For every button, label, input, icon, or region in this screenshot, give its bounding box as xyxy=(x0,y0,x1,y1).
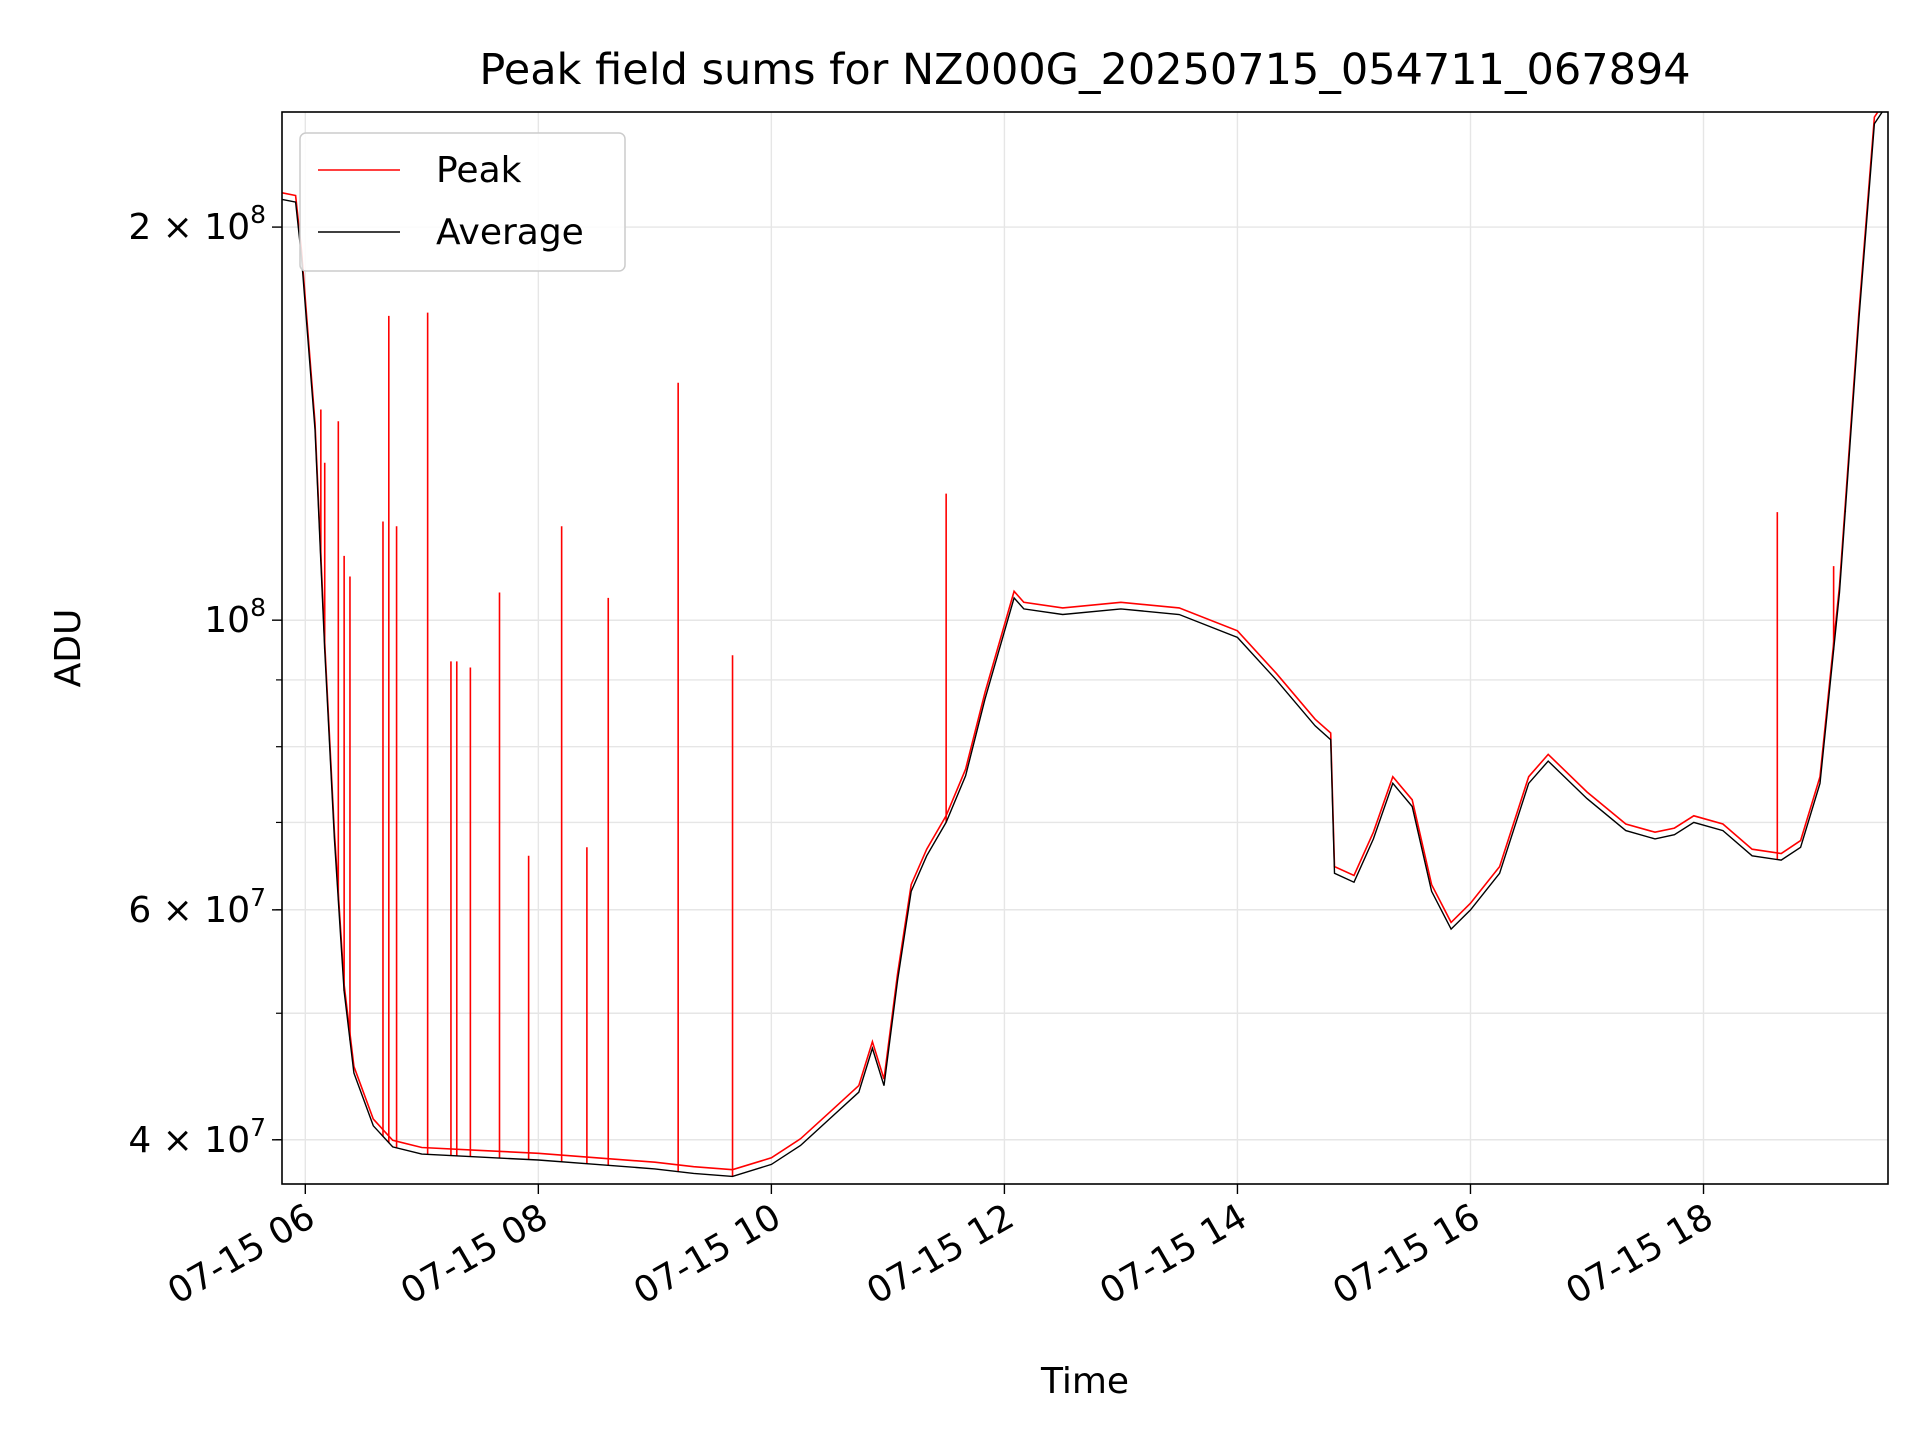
x-axis-label: Time xyxy=(1040,1361,1129,1402)
legend-box xyxy=(299,132,626,272)
plot-frame xyxy=(281,111,1889,1185)
y-axis: 4 × 107 6 × 107 108 2 × 108 xyxy=(128,200,282,1161)
y-axis-label: ADU xyxy=(48,609,89,688)
y-tick-label: 2 × 108 xyxy=(128,200,266,248)
y-tick-label: 108 xyxy=(204,593,266,641)
chart-title: Peak field sums for NZ000G_20250715_0547… xyxy=(479,45,1690,95)
y-tick-label: 6 × 107 xyxy=(128,883,266,931)
grid xyxy=(282,112,1888,1184)
legend-label-peak: Peak xyxy=(436,150,522,191)
legend: Peak Average xyxy=(299,132,626,272)
series-average-line xyxy=(282,112,1883,1178)
y-tick-label: 4 × 107 xyxy=(128,1113,266,1161)
plot-area xyxy=(282,112,1883,1178)
series-layer xyxy=(282,112,1883,1178)
legend-label-average: Average xyxy=(436,212,584,253)
